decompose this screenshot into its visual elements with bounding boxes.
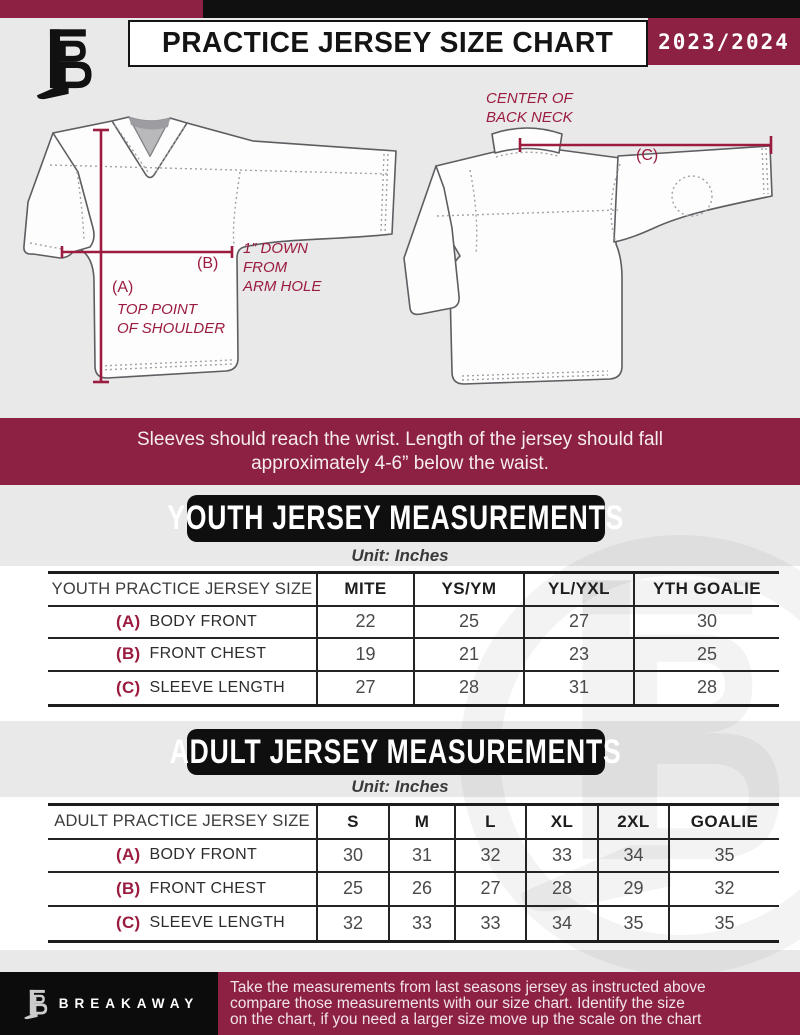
table-row-label: (C) SLEEVE LENGTH bbox=[48, 907, 316, 941]
table-value-cell: 29 bbox=[597, 873, 668, 907]
table-value-cell: 33 bbox=[525, 839, 597, 873]
row-name: SLEEVE LENGTH bbox=[149, 914, 286, 932]
header-maroon-strip bbox=[0, 0, 203, 18]
table-value-cell: 34 bbox=[525, 906, 597, 940]
footer-instructions: Take the measurements from last seasons … bbox=[218, 972, 800, 1035]
row-key: (C) bbox=[116, 913, 141, 933]
youth-measurements-table: YOUTH PRACTICE JERSEY SIZE MITE YS/YM YL/YX… bbox=[48, 571, 779, 707]
table-value-cell: 27 bbox=[316, 671, 413, 704]
table-value-cell: 32 bbox=[454, 839, 525, 873]
table-value-cell: 27 bbox=[454, 873, 525, 907]
table-column-header: M bbox=[388, 806, 454, 840]
table-row-label: (A) BODY FRONT bbox=[48, 607, 316, 639]
adult-measurements-table: ADULT PRACTICE JERSEY SIZE S M L XL 2XL GOALIE… bbox=[48, 803, 779, 943]
table-row-label: (B) FRONT CHEST bbox=[48, 639, 316, 672]
table-value-cell: 25 bbox=[316, 873, 388, 907]
row-key: (C) bbox=[116, 677, 141, 697]
table-value-cell: 31 bbox=[388, 839, 454, 873]
table-row-label: (A) BODY FRONT bbox=[48, 840, 316, 873]
center-back-neck-note: CENTER OF BACK NECK bbox=[486, 90, 573, 126]
youth-unit-label: Unit: Inches bbox=[351, 546, 449, 565]
footer-brand-area: BREAKAWAY bbox=[0, 972, 218, 1035]
page-title: PRACTICE JERSEY SIZE CHART bbox=[162, 27, 614, 59]
table-size-header: YOUTH PRACTICE JERSEY SIZE bbox=[48, 574, 316, 607]
table-value-cell: 32 bbox=[668, 873, 779, 907]
table-column-header: S bbox=[316, 806, 388, 840]
table-value-cell: 33 bbox=[454, 906, 525, 940]
row-name: BODY FRONT bbox=[149, 846, 258, 864]
table-value-cell: 32 bbox=[316, 906, 388, 940]
table-value-cell: 30 bbox=[633, 606, 779, 639]
row-key: (B) bbox=[116, 644, 141, 664]
table-value-cell: 25 bbox=[633, 639, 779, 672]
table-value-cell: 19 bbox=[316, 639, 413, 672]
adult-banner-title: ADULT JERSEY MEASUREMENTS bbox=[170, 732, 622, 771]
season-label: 2023/2024 bbox=[658, 29, 790, 54]
table-value-cell: 21 bbox=[413, 639, 523, 672]
table-value-cell: 33 bbox=[388, 906, 454, 940]
row-name: FRONT CHEST bbox=[149, 645, 267, 663]
table-value-cell: 30 bbox=[316, 839, 388, 873]
table-value-cell: 31 bbox=[523, 671, 633, 704]
row-name: FRONT CHEST bbox=[149, 879, 267, 897]
table-column-header: YS/YM bbox=[413, 574, 523, 607]
table-value-cell: 28 bbox=[525, 873, 597, 907]
fit-notice-banner: Sleeves should reach the wrist. Length o… bbox=[0, 418, 800, 485]
footer-breakaway-logo-icon bbox=[19, 988, 49, 1020]
breakaway-b-logo-icon bbox=[24, 25, 96, 106]
header-black-strip bbox=[203, 0, 800, 18]
table-column-header: MITE bbox=[316, 574, 413, 607]
adult-section-banner: ADULT JERSEY MEASUREMENTS bbox=[170, 729, 621, 775]
table-value-cell: 27 bbox=[523, 606, 633, 639]
table-size-header: ADULT PRACTICE JERSEY SIZE bbox=[48, 806, 316, 840]
table-value-cell: 34 bbox=[597, 839, 668, 873]
youth-section-banner: YOUTH JERSEY MEASUREMENTS bbox=[168, 495, 624, 542]
table-row-label: (C) SLEEVE LENGTH bbox=[48, 672, 316, 705]
table-value-cell: 35 bbox=[597, 906, 668, 940]
table-value-cell: 35 bbox=[668, 906, 779, 940]
table-column-header: L bbox=[454, 806, 525, 840]
jersey-diagram bbox=[23, 116, 773, 385]
season-badge: 2023/2024 bbox=[648, 18, 800, 65]
row-key: (A) bbox=[116, 845, 141, 865]
table-column-header: YTH GOALIE bbox=[633, 574, 779, 607]
row-key: (B) bbox=[116, 878, 141, 898]
youth-banner-title: YOUTH JERSEY MEASUREMENTS bbox=[167, 499, 625, 537]
page-title-box: PRACTICE JERSEY SIZE CHART bbox=[128, 20, 648, 67]
footer-brand-name: BREAKAWAY bbox=[58, 996, 200, 1011]
table-column-header: YL/YXL bbox=[523, 574, 633, 607]
table-value-cell: 35 bbox=[668, 839, 779, 873]
measure-c-label: (C) bbox=[636, 147, 659, 164]
measure-b-note: 1” DOWN FROM ARM HOLE bbox=[243, 240, 322, 295]
table-value-cell: 23 bbox=[523, 639, 633, 672]
table-value-cell: 25 bbox=[413, 606, 523, 639]
table-value-cell: 28 bbox=[413, 671, 523, 704]
table-column-header: 2XL bbox=[597, 806, 668, 840]
measurement-lines bbox=[60, 128, 773, 384]
table-value-cell: 22 bbox=[316, 606, 413, 639]
table-value-cell: 26 bbox=[388, 873, 454, 907]
row-key: (A) bbox=[116, 611, 141, 631]
table-value-cell: 28 bbox=[633, 671, 779, 704]
table-row-label: (B) FRONT CHEST bbox=[48, 873, 316, 907]
table-column-header: XL bbox=[525, 806, 597, 840]
measure-a-note: TOP POINT OF SHOULDER bbox=[117, 301, 226, 337]
row-name: BODY FRONT bbox=[149, 612, 258, 630]
measure-a-label: (A) bbox=[112, 279, 134, 296]
adult-unit-label: Unit: Inches bbox=[351, 777, 449, 796]
measure-b-label: (B) bbox=[197, 255, 219, 272]
row-name: SLEEVE LENGTH bbox=[149, 678, 286, 696]
table-column-header: GOALIE bbox=[668, 806, 779, 840]
